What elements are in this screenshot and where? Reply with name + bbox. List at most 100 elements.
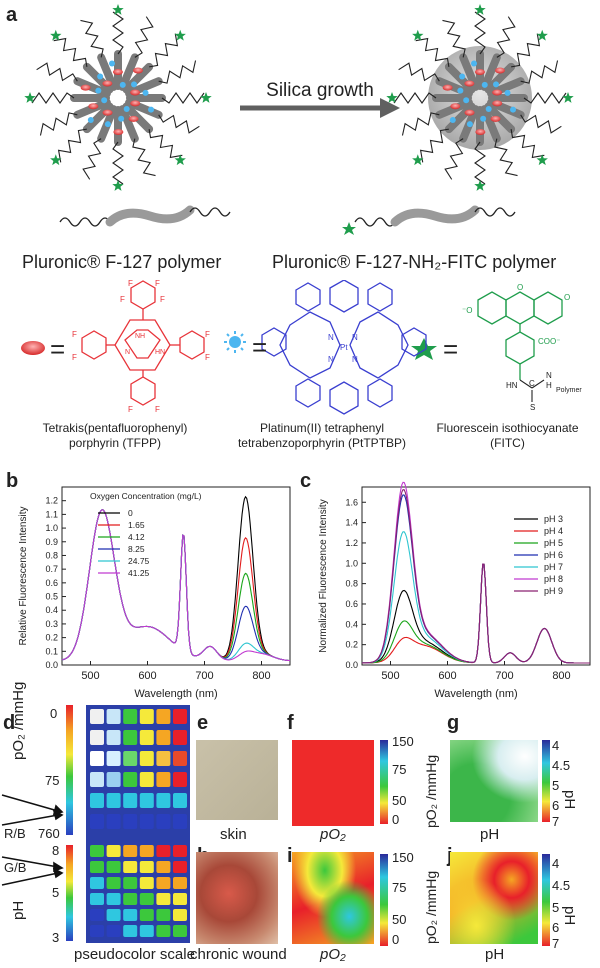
oxygen-spectra-chart: 500 600 700 800 0.0 0.1 0.2 0.3 0.4 0.5 0.6 0.7 0.8 0… xyxy=(18,486,291,700)
wound-po2-map xyxy=(292,852,374,944)
panel-c-label: c xyxy=(300,470,312,492)
polymer-tail xyxy=(419,128,449,163)
tfpp-dye xyxy=(112,69,123,76)
sensor-well xyxy=(139,772,154,787)
polymer-tail xyxy=(523,92,567,104)
polymer-tail xyxy=(494,138,518,177)
polymer-tail xyxy=(112,11,124,55)
sensor-well xyxy=(123,751,138,766)
panel-a-label: a xyxy=(6,4,18,26)
sensor-well xyxy=(90,814,104,829)
sensor-well xyxy=(123,730,138,745)
po2-colorbar-i xyxy=(380,854,388,946)
fitc-star-icon xyxy=(386,92,398,103)
sensor-well xyxy=(139,751,154,766)
sensor-well xyxy=(123,861,138,873)
sensor-well xyxy=(139,877,154,889)
fitc-thiourea-bonds xyxy=(519,379,545,402)
panel-e-label: e xyxy=(197,712,209,734)
polymer-tail xyxy=(53,37,88,67)
fitc-star-icon xyxy=(536,154,548,166)
fitc-structure xyxy=(477,291,563,380)
sensor-well xyxy=(173,877,187,889)
fitc-star-icon xyxy=(536,29,548,41)
tfpp-dye xyxy=(494,67,505,74)
series-line xyxy=(61,509,291,662)
sensor-well xyxy=(173,861,187,873)
f-tick-150: 150 xyxy=(392,734,414,749)
polymer-tail xyxy=(474,11,486,55)
sensor-well xyxy=(106,751,121,766)
sensor-well xyxy=(123,925,138,937)
y-axis-label: Relative Fluorescence Intensity xyxy=(18,507,29,646)
sensor-well xyxy=(106,877,121,889)
svg-text:C: C xyxy=(529,379,535,388)
svg-text:⁻O: ⁻O xyxy=(462,306,472,315)
fitc-star-icon xyxy=(342,222,356,235)
svg-text:N: N xyxy=(546,371,552,380)
y-tick-label: 0.3 xyxy=(45,619,58,629)
panel-f-label: f xyxy=(287,712,294,734)
polymer-tail xyxy=(57,128,87,163)
plot-frame xyxy=(61,486,291,666)
y-tick-label: 0.8 xyxy=(345,579,358,589)
svg-text:S: S xyxy=(530,403,535,412)
gb-label: G/B xyxy=(4,860,27,875)
tfpp-oval-icon xyxy=(21,341,45,355)
gb-arrows xyxy=(1,856,64,886)
ptptbp-dye xyxy=(485,105,492,112)
legend-entry: 24.75 xyxy=(128,556,150,566)
svg-text:O: O xyxy=(517,283,523,292)
i-tick-50: 50 xyxy=(392,912,407,927)
sensor-well xyxy=(106,925,121,937)
fitc-star-icon xyxy=(474,180,486,191)
fitc-name: Fluorescein isothiocyanate (FITC) xyxy=(436,421,579,450)
tfpp-dye xyxy=(128,115,139,122)
ptptbp-dye xyxy=(459,73,466,80)
x-tick-label: 800 xyxy=(252,670,270,682)
x-axis-label: Wavelength (nm) xyxy=(434,688,517,700)
y-tick-label: 0.2 xyxy=(45,633,58,643)
legend-entry: pH 6 xyxy=(544,550,563,560)
sensor-well xyxy=(90,751,104,766)
ptptbp-dye xyxy=(142,89,149,96)
x-tick-label: 700 xyxy=(495,670,513,682)
x-tick-label: 500 xyxy=(81,670,99,682)
ptptbp-dye xyxy=(148,106,155,113)
sensor-well xyxy=(90,845,104,857)
svg-text:HN: HN xyxy=(155,349,165,356)
legend-entry: 41.25 xyxy=(128,568,150,578)
svg-text:COO⁻: COO⁻ xyxy=(538,337,560,346)
sensor-well xyxy=(156,751,171,766)
tfpp-name: Tetrakis(pentafluorophenyl) porphyrin (TF… xyxy=(42,421,188,450)
ptptbp-dye xyxy=(466,121,473,128)
legend-entry: pH 3 xyxy=(544,514,563,524)
svg-text:Pt: Pt xyxy=(340,343,348,352)
pluronic-polymer-chain xyxy=(59,205,231,227)
ptptbp-dye xyxy=(87,117,94,124)
panel-g-label: g xyxy=(447,712,460,734)
j-tick-4: 4 xyxy=(552,856,560,871)
polymer-tail xyxy=(415,37,450,67)
x-axis-label: Wavelength (nm) xyxy=(134,688,217,700)
tfpp-dye xyxy=(80,84,91,91)
polymer-right-caption: Pluronic® F-127-NH₂-FITC polymer xyxy=(272,252,557,272)
polymer-tail xyxy=(510,129,545,159)
tfpp-dye xyxy=(450,103,461,110)
ph-colorbars xyxy=(542,740,550,946)
sensor-well xyxy=(173,793,187,808)
ph-color-scale xyxy=(66,845,73,941)
polymer-tail xyxy=(520,114,562,134)
sensor-well xyxy=(90,925,104,937)
y-tick-label: 1.4 xyxy=(345,518,358,528)
ptptbp-dye xyxy=(104,121,111,128)
equals-sign-2: = xyxy=(252,332,268,362)
fitc-star-icon xyxy=(474,4,486,15)
ptptbp-dye xyxy=(108,60,115,67)
sensor-well xyxy=(90,772,104,787)
y-tick-label: 1.6 xyxy=(345,497,358,507)
fitc-star-icon xyxy=(112,180,124,191)
j-tick-6: 6 xyxy=(552,920,560,935)
sensor-well xyxy=(173,751,187,766)
po2-tick-760: 760 xyxy=(38,826,60,841)
